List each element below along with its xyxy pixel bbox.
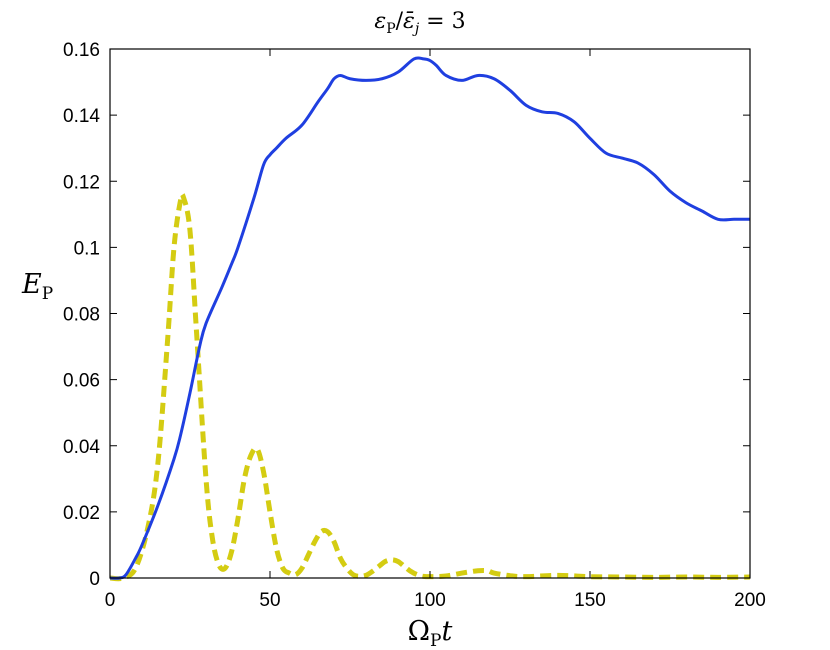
y-tick-label: 0.04 — [63, 437, 100, 458]
y-tick-label: 0.14 — [63, 106, 100, 127]
x-tick-label: 50 — [259, 590, 280, 611]
y-tick-label: 0.08 — [63, 305, 100, 326]
title-main: ε — [374, 9, 386, 34]
y-tick-label: 0.1 — [74, 238, 100, 259]
title-sep: / — [396, 9, 404, 34]
series-line-solid — [109, 56, 750, 580]
ylabel-main: E — [21, 269, 42, 300]
series-line-dashed — [109, 191, 751, 582]
chart-title: εP/ε̄j = 3 — [374, 9, 465, 37]
y-tick-label: 0.02 — [63, 503, 100, 524]
title-sub: P — [386, 21, 395, 37]
title-sub2: j — [412, 21, 420, 37]
y-tick-label: 0.12 — [63, 172, 100, 193]
y-axis-label: EP — [21, 269, 53, 304]
y-tick-label: 0.06 — [63, 371, 100, 392]
y-tick-label: 0.16 — [63, 40, 100, 61]
title-rest: = 3 — [419, 9, 465, 34]
series-layer — [109, 56, 751, 582]
xlabel-rest: t — [441, 616, 452, 647]
ylabel-sub: P — [42, 284, 53, 304]
tick-layer: 0 50 100 150 200 0 0.02 0.04 0.06 0.08 0.1 0.12 0.14… — [63, 40, 766, 611]
x-tick-label: 0 — [105, 590, 116, 611]
x-tick-label: 150 — [574, 590, 606, 611]
x-tick-label: 200 — [734, 590, 766, 611]
xlabel-main: Ω — [408, 616, 430, 647]
title-main2: ε̄ — [403, 9, 415, 34]
y-tick-label: 0 — [89, 569, 100, 590]
xlabel-sub: P — [430, 631, 441, 650]
x-tick-label: 100 — [414, 590, 446, 611]
x-axis-label: ΩPt — [408, 616, 453, 650]
